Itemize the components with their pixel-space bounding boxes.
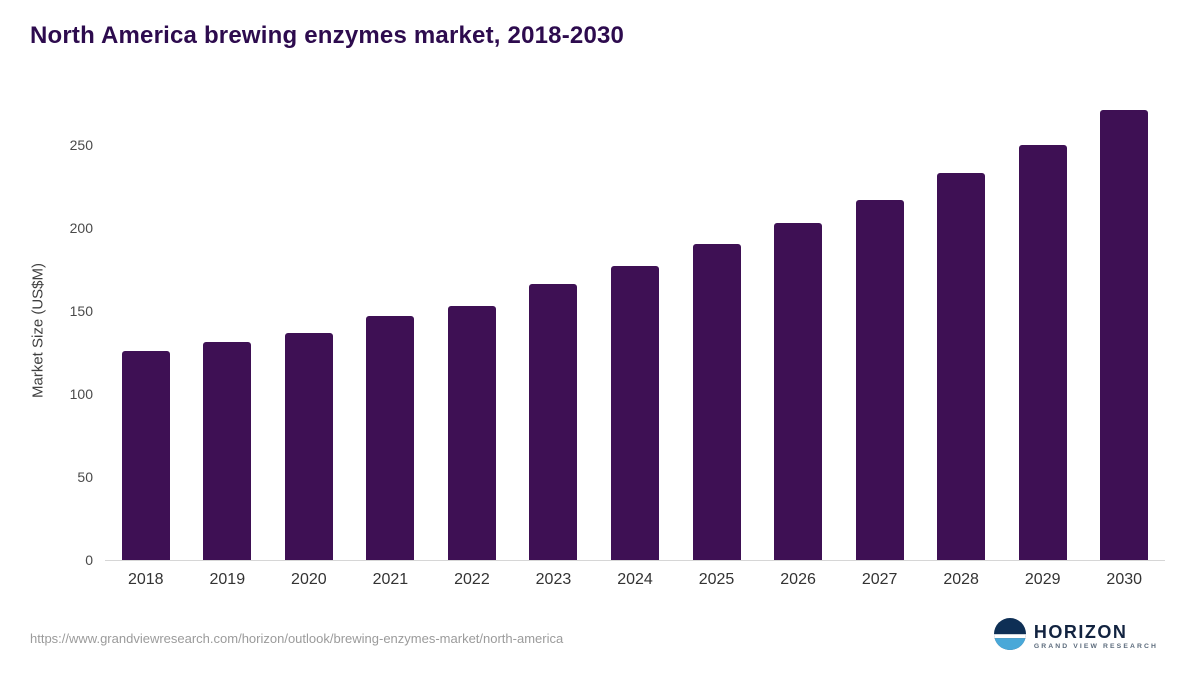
- x-tick-label: 2025: [698, 571, 735, 588]
- bar-2026: [774, 222, 823, 560]
- logo-title: HORIZON: [1033, 621, 1128, 642]
- x-tick-label: 2030: [1106, 571, 1143, 588]
- x-tick-label: 2026: [780, 571, 816, 588]
- bar-2025: [692, 244, 741, 560]
- y-tick-label: 0: [85, 552, 93, 568]
- x-tick-label: 2022: [454, 571, 490, 588]
- x-tick-label: 2023: [535, 571, 572, 588]
- y-tick-label: 100: [69, 385, 93, 402]
- bar-2022: [447, 305, 496, 560]
- x-tick-label: 2018: [127, 571, 164, 588]
- logo-text: HORIZON GRAND VIEW RESEARCH: [1034, 623, 1158, 651]
- bar-2021: [366, 315, 415, 560]
- horizon-logo-icon: [993, 618, 1026, 655]
- x-tick-label: 2029: [1024, 571, 1061, 588]
- y-tick-label: 250: [69, 136, 93, 153]
- x-tick-label: 2020: [291, 571, 327, 588]
- bar-2020: [284, 332, 333, 560]
- x-tick-label: 2027: [861, 571, 898, 588]
- horizon-logo: HORIZON GRAND VIEW RESEARCH: [993, 618, 1158, 655]
- bar-2019: [203, 342, 252, 560]
- x-tick-label: 2024: [617, 571, 653, 588]
- bar-2024: [611, 266, 659, 560]
- bar-2027: [855, 199, 904, 560]
- bar-2029: [1018, 144, 1067, 560]
- y-axis-label: Market Size (US$M): [29, 262, 47, 399]
- bar-2030: [1100, 109, 1149, 560]
- x-tick-label: 2028: [943, 571, 979, 588]
- y-tick-label: 50: [77, 468, 93, 485]
- x-tick-label: 2019: [209, 571, 246, 588]
- plot-area: 0 50 100 150 200 250 2018 2019 2020 2021 2022 2023 2…: [70, 100, 1165, 588]
- bar-2028: [937, 173, 986, 560]
- bar-2018: [121, 350, 170, 560]
- bar-2023: [529, 284, 578, 560]
- page-title: North America brewing enzymes market, 20…: [30, 22, 625, 49]
- x-tick-label: 2021: [372, 571, 409, 588]
- y-tick-label: 150: [69, 302, 93, 319]
- source-url: https://www.grandviewresearch.com/horizo…: [30, 631, 564, 646]
- logo-subtitle: GRAND VIEW RESEARCH: [1033, 642, 1158, 650]
- y-tick-label: 200: [69, 219, 93, 236]
